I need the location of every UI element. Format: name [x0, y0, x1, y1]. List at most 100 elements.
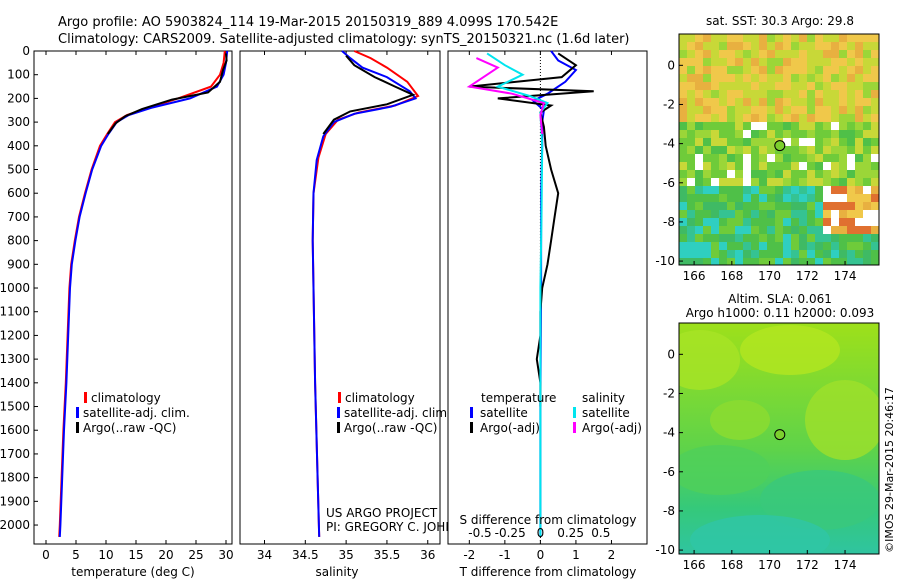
sst-cell	[815, 130, 823, 138]
sst-cell	[695, 210, 703, 218]
header-line1: Argo profile: AO 5903824_114 19-Mar-2015…	[58, 15, 558, 30]
sst-cell	[791, 162, 799, 170]
t-difference-label: T difference from climatology	[459, 565, 637, 579]
sst-cell	[751, 226, 759, 234]
difference-panel: -2 -1 0 1 2 S difference from climatology -0…	[447, 50, 648, 579]
sst-cell	[799, 98, 807, 106]
sst-cell	[767, 50, 775, 58]
sst-cell	[831, 194, 839, 202]
sst-cell	[711, 98, 719, 106]
sst-cell	[815, 186, 823, 194]
sst-cell	[863, 50, 871, 58]
sst-cell	[831, 82, 839, 90]
depth-tick-label: 1800	[0, 471, 30, 485]
depth-axis: 0 100 200 300 400 500 600 700 800 900 1000 1100 1200…	[0, 44, 452, 532]
sst-cell	[791, 106, 799, 114]
sst-cell	[711, 258, 719, 265]
t-difference-x-axis: -2 -1 0 1 2	[463, 51, 615, 562]
temperature-legend: climatology satellite-adj. clim. Argo(..…	[76, 391, 190, 435]
sst-cell	[823, 210, 831, 218]
sst-cell	[807, 50, 815, 58]
sst-cell	[719, 74, 727, 82]
sst-cell	[799, 194, 807, 202]
sst-cell	[759, 250, 767, 258]
sst-cell	[847, 66, 855, 74]
sst-cell	[679, 90, 687, 98]
sst-cell	[783, 82, 791, 90]
temperature-x-axis: 0 5 10 15 20 25 30	[42, 51, 234, 562]
sst-cell	[863, 226, 871, 234]
sst-cell	[847, 250, 855, 258]
sst-cell	[767, 170, 775, 178]
depth-tick-label: 1500	[0, 400, 30, 414]
sst-cell	[823, 138, 831, 146]
sst-cell	[751, 74, 759, 82]
sst-cell	[831, 122, 839, 130]
sst-cell	[831, 50, 839, 58]
sst-cell	[823, 34, 831, 42]
sst-cell	[799, 258, 807, 265]
sst-cell	[703, 218, 711, 226]
sst-cell	[823, 122, 831, 130]
lat-tick-label: -2	[663, 97, 675, 111]
sst-cell	[855, 258, 863, 265]
sst-cell	[727, 242, 735, 250]
lon-tick-label: 168	[720, 558, 743, 572]
sst-cell	[831, 130, 839, 138]
sst-cell	[695, 258, 703, 265]
sst-cell	[839, 82, 847, 90]
sst-cell	[815, 170, 823, 178]
sla-anomaly-patch	[710, 400, 770, 440]
sst-cell	[831, 58, 839, 66]
sst-cell	[783, 234, 791, 242]
sst-cell	[711, 170, 719, 178]
sst-cell	[783, 42, 791, 50]
sst-cell	[823, 202, 831, 210]
sst-cell	[839, 250, 847, 258]
sst-cell	[831, 242, 839, 250]
sst-cell	[759, 122, 767, 130]
sst-cell	[711, 218, 719, 226]
lat-tick-label: -6	[663, 465, 675, 479]
sst-cell	[815, 50, 823, 58]
depth-tick-label: 900	[7, 257, 30, 271]
sst-cell	[703, 98, 711, 106]
sst-cell	[807, 242, 815, 250]
sst-cell	[823, 106, 831, 114]
sst-cell	[711, 130, 719, 138]
sst-cell	[799, 250, 807, 258]
sst-cell	[831, 114, 839, 122]
sst-cell	[807, 82, 815, 90]
sst-cell	[815, 66, 823, 74]
sst-map-axes: 166 168 170 172 174 0 -2 -4 -6 -8 -10	[655, 58, 856, 283]
sst-cell	[855, 58, 863, 66]
sst-cell	[703, 90, 711, 98]
sst-cell	[839, 50, 847, 58]
sst-cell	[855, 66, 863, 74]
sst-cell	[815, 98, 823, 106]
sst-cell	[847, 178, 855, 186]
sst-cell	[807, 226, 815, 234]
sst-cell	[831, 210, 839, 218]
sst-cell	[863, 210, 871, 218]
sst-cell	[687, 186, 695, 194]
sst-cell	[863, 178, 871, 186]
sst-cell	[791, 50, 799, 58]
sst-cell	[719, 162, 727, 170]
sst-cell	[767, 242, 775, 250]
sst-cell	[679, 74, 687, 82]
sst-cell	[703, 186, 711, 194]
sst-cell	[735, 98, 743, 106]
sst-cell	[815, 58, 823, 66]
legend-swatch-climatology	[338, 392, 341, 403]
sst-cell	[807, 34, 815, 42]
legend-label: Argo(-adj)	[480, 421, 540, 435]
sst-cell	[815, 122, 823, 130]
sst-cell	[695, 42, 703, 50]
sst-cell	[799, 154, 807, 162]
sst-cell	[703, 210, 711, 218]
sst-cell	[799, 66, 807, 74]
depth-tick-label: 2000	[0, 518, 30, 532]
sst-cell	[855, 114, 863, 122]
legend-swatch-climatology	[84, 392, 87, 403]
